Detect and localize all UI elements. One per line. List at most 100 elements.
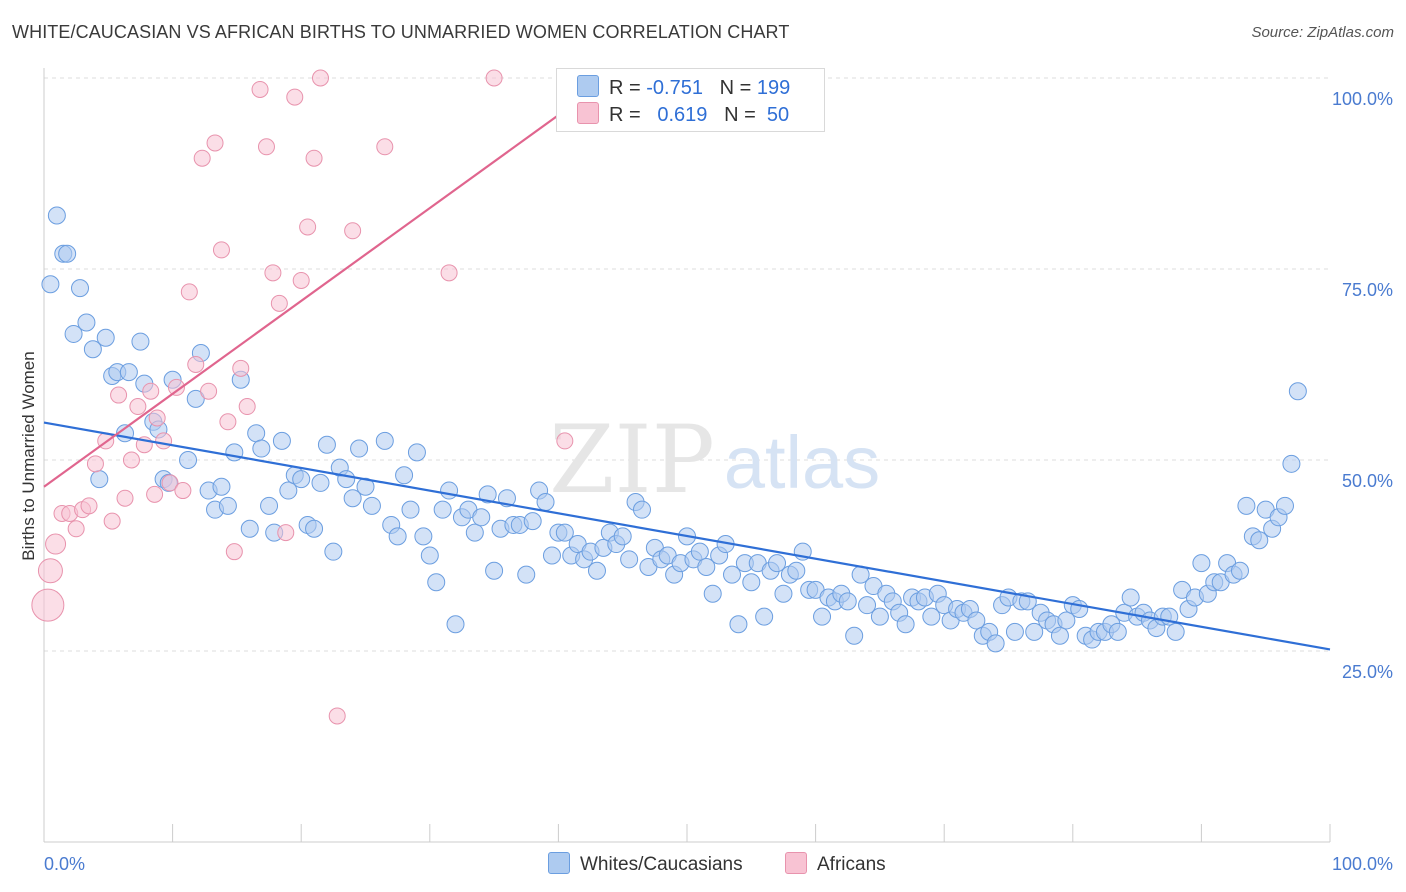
whites-point: [420, 546, 439, 565]
africans-point: [376, 138, 394, 156]
whites-point: [292, 470, 311, 489]
whites-point: [555, 523, 574, 542]
whites-point: [260, 496, 279, 515]
africans-point: [146, 485, 164, 503]
africans-point: [286, 88, 304, 106]
x-tick-label: 100.0%: [1332, 854, 1393, 874]
africans-point: [167, 378, 185, 396]
bottom-legend-africans: Africans: [785, 852, 886, 876]
whites-point: [472, 508, 491, 527]
africans-point: [257, 138, 275, 156]
whites-point: [858, 596, 877, 615]
whites-point: [324, 542, 343, 561]
whites-point: [632, 500, 651, 519]
legend-row-africans: R = 0.619 N = 50: [577, 102, 789, 126]
whites-point: [1057, 611, 1076, 630]
whites-point: [218, 496, 237, 515]
whites-point: [742, 573, 761, 592]
whites-point: [485, 561, 504, 580]
africans-point: [45, 533, 67, 555]
whites-point: [517, 565, 536, 584]
africans-point: [161, 474, 179, 492]
africans-point: [116, 489, 134, 507]
whites-point: [395, 466, 414, 485]
whites-point: [523, 512, 542, 531]
whites-point: [343, 489, 362, 508]
series-whites-points: [41, 206, 1307, 653]
axes: [43, 68, 1331, 843]
whites-point: [787, 561, 806, 580]
whites-point: [613, 527, 632, 546]
africans-point: [148, 409, 166, 427]
whites-point: [465, 523, 484, 542]
whites-point: [179, 451, 198, 469]
africans-point: [67, 520, 85, 538]
whites-point: [64, 324, 83, 343]
y-tick-label: 100.0%: [1332, 89, 1393, 109]
whites-point: [252, 439, 271, 458]
africans-point: [187, 356, 205, 373]
whites-point: [446, 615, 465, 634]
africans-point: [277, 524, 295, 542]
whites-point: [279, 481, 298, 500]
whites-point: [768, 554, 787, 573]
whites-point: [697, 557, 716, 576]
africans-point: [225, 543, 243, 561]
whites-point: [47, 206, 66, 225]
legend-r-value: 0.619: [657, 104, 708, 126]
trend-lines: [43, 77, 1331, 651]
legend-r-label: R =: [609, 77, 641, 99]
trend-line-africans: [43, 77, 611, 488]
legend-n-label: N =: [719, 77, 752, 99]
stats-legend: R = -0.751 N = 199 R = 0.619 N = 50: [556, 68, 825, 132]
africans-point: [485, 69, 503, 87]
africans-point: [206, 134, 224, 152]
whites-point: [1050, 626, 1069, 645]
whites-point: [212, 477, 231, 496]
africans-point: [174, 482, 192, 500]
whites-point: [362, 496, 381, 515]
whites-point: [1070, 599, 1089, 618]
chart-title: WHITE/CAUCASIAN VS AFRICAN BIRTHS TO UNM…: [12, 22, 790, 42]
africans-point: [305, 149, 323, 167]
legend-r-label: R =: [609, 104, 641, 126]
whites-point: [1166, 622, 1185, 641]
source-label: Source: ZipAtlas.com: [1251, 24, 1394, 41]
africans-point: [232, 359, 250, 377]
bottom-swatch-whites: [548, 852, 570, 874]
whites-point: [774, 584, 793, 603]
africans-point: [212, 241, 230, 259]
africans-point: [270, 294, 288, 312]
whites-point: [414, 527, 433, 546]
whites-point: [620, 550, 639, 569]
africans-point: [292, 271, 310, 289]
africans-point: [110, 386, 128, 404]
whites-point: [96, 328, 115, 347]
whites-point: [311, 473, 330, 492]
whites-point: [1275, 496, 1294, 515]
whites-point: [90, 470, 109, 489]
bottom-legend-africans-label: Africans: [817, 854, 886, 875]
whites-point: [119, 363, 138, 382]
africans-point: [251, 80, 269, 98]
whites-point: [542, 546, 561, 565]
whites-point: [272, 431, 291, 450]
whites-point: [401, 500, 420, 519]
whites-point: [690, 542, 709, 561]
whites-point: [375, 431, 394, 450]
africans-point: [122, 451, 140, 469]
whites-point: [407, 443, 426, 462]
bottom-legend-whites: Whites/Caucasians: [548, 852, 743, 876]
whites-point: [896, 615, 915, 634]
whites-point: [337, 470, 356, 489]
whites-point: [967, 611, 986, 630]
whites-point: [240, 519, 259, 538]
africans-point: [103, 512, 121, 530]
whites-point: [317, 435, 336, 454]
whites-point: [845, 626, 864, 645]
whites-point: [427, 573, 446, 592]
legend-r-value: -0.751: [646, 77, 703, 99]
africans-point: [440, 264, 458, 282]
africans-point: [200, 382, 218, 400]
legend-n-value: 50: [766, 104, 790, 126]
